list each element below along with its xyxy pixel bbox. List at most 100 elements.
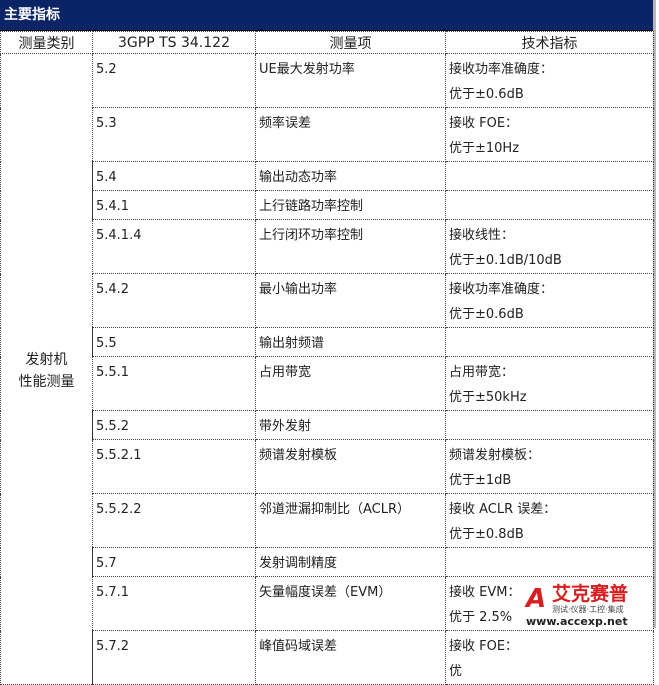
table-row: 5.5.2.2 邻道泄漏抑制比（ACLR） 接收 ACLR 误差： 优于±0.8dB: [1, 493, 654, 548]
clause-text: 5.4.1: [96, 199, 130, 214]
category-cell: 发射机 性能测量: [0, 53, 93, 685]
spec-cell: 接收 FOE： 优: [445, 630, 654, 685]
watermark-logo: A 艾克赛普 测试·仪器·工控·集成 www.accexp.net: [526, 584, 651, 628]
table-row: 5.5.1 占用带宽 占用带宽： 优于±50kHz: [1, 356, 654, 411]
item-text: 频谱发射模板: [259, 448, 338, 463]
spec-line-1: 接收 EVM：: [449, 585, 521, 600]
clause-cell: 5.7: [92, 547, 256, 577]
item-cell: 输出动态功率: [255, 161, 446, 191]
spec-line-2: 优于 2.5%: [449, 610, 513, 625]
clause-text: 5.4: [96, 170, 117, 185]
spec-line-2: 优于±50kHz: [449, 390, 527, 405]
item-cell: 矢量幅度误差（EVM）: [255, 576, 446, 631]
table-row: 5.5.2 带外发射: [1, 410, 654, 440]
logo-text: 艾克赛普: [552, 583, 629, 605]
table-row: 5.3 频率误差 接收 FOE： 优于±10Hz: [1, 107, 654, 162]
logo-url: www.accexp.net: [526, 615, 628, 628]
clause-cell: 5.4: [92, 161, 256, 191]
item-cell: 峰值码域误差: [255, 630, 446, 685]
table-row: 5.7.2 峰值码域误差 接收 FOE： 优: [1, 630, 654, 685]
table-row: 发射机 性能测量 5.2 UE最大发射功率 接收功率准确度： 优于±0.6dB: [0, 53, 654, 685]
item-cell: 带外发射: [255, 410, 446, 440]
spec-cell: 接收 FOE： 优于±10Hz: [445, 107, 654, 162]
clause-text: 5.5.1: [96, 365, 130, 380]
spec-line-2: 优: [449, 664, 463, 679]
item-text: 峰值码域误差: [259, 639, 338, 654]
item-text: 带外发射: [259, 419, 312, 434]
clause-cell: 5.5.2: [92, 410, 256, 440]
header-category: 测量类别: [0, 31, 93, 54]
item-cell: UE最大发射功率: [255, 53, 446, 108]
clause-cell: 5.5.1: [92, 356, 256, 411]
spec-line-2: 优于±10Hz: [449, 141, 520, 156]
clause-text: 5.5.2: [96, 419, 130, 434]
spec-cell: 接收 EVM： 优于 2.5%: [445, 576, 654, 631]
item-text: 频率误差: [259, 116, 312, 131]
header-item: 测量项: [255, 31, 446, 54]
item-cell: 邻道泄漏抑制比（ACLR）: [255, 493, 446, 548]
item-cell: 最小输出功率: [255, 273, 446, 328]
item-text: 矢量幅度误差（EVM）: [259, 585, 392, 600]
table-row: 5.5.2.1 频谱发射模板 频谱发射模板： 优于±1dB: [1, 439, 654, 494]
clause-text: 5.5.2.2: [96, 502, 142, 517]
item-text: 输出射频谱: [259, 336, 325, 351]
item-cell: 频谱发射模板: [255, 439, 446, 494]
spec-cell: 接收功率准确度： 优于±0.6dB: [445, 273, 654, 328]
item-cell: 发射调制精度: [255, 547, 446, 577]
table-row: 5.4 输出动态功率: [1, 161, 654, 191]
clause-cell: 5.7.2: [92, 630, 256, 685]
clause-cell: 5.2: [92, 53, 256, 108]
clause-cell: 5.4.1.4: [92, 219, 256, 274]
clause-text: 5.4.1.4: [96, 228, 142, 243]
item-cell: 频率误差: [255, 107, 446, 162]
clause-cell: 5.4.1: [92, 190, 256, 220]
spec-line-1: 接收 FOE：: [449, 639, 519, 654]
item-text: 上行闭环功率控制: [259, 228, 364, 243]
spec-cell: 接收功率准确度： 优于±0.6dB: [445, 53, 654, 108]
clause-text: 5.7: [96, 556, 117, 571]
spec-line-1: 频谱发射模板：: [449, 448, 541, 463]
spec-line-1: 占用带宽：: [449, 365, 515, 380]
spec-line-1: 接收线性：: [449, 228, 515, 243]
item-cell: 占用带宽: [255, 356, 446, 411]
spec-cell: [445, 547, 654, 577]
item-text: 邻道泄漏抑制比（ACLR）: [259, 502, 411, 517]
table-row: 5.5 输出射频谱: [1, 327, 654, 357]
spec-line-2: 优于±0.1dB/10dB: [449, 253, 562, 268]
clause-text: 5.3: [96, 116, 117, 131]
spec-cell: 接收 ACLR 误差： 优于±0.8dB: [445, 493, 654, 548]
item-text: 占用带宽: [259, 365, 312, 380]
spec-line-2: 优于±1dB: [449, 473, 512, 488]
clause-text: 5.5.2.1: [96, 448, 142, 463]
table-row: 5.4.2 最小输出功率 接收功率准确度： 优于±0.6dB: [1, 273, 654, 328]
spec-line-1: 接收功率准确度：: [449, 282, 554, 297]
item-text: 输出动态功率: [259, 170, 338, 185]
table-row: 5.4.1 上行链路功率控制: [1, 190, 654, 220]
clause-cell: 5.4.2: [92, 273, 256, 328]
spec-cell: [445, 161, 654, 191]
header-row: 测量类别 3GPP TS 34.122 测量项 技术指标: [0, 31, 654, 54]
spec-cell: 频谱发射模板： 优于±1dB: [445, 439, 654, 494]
table-row: 5.7.1 矢量幅度误差（EVM） 接收 EVM： 优于 2.5%: [1, 576, 654, 631]
spec-cell: 接收线性： 优于±0.1dB/10dB: [445, 219, 654, 274]
item-text: 发射调制精度: [259, 556, 338, 571]
clause-cell: 5.7.1: [92, 576, 256, 631]
clause-cell: 5.5.2.1: [92, 439, 256, 494]
item-cell: 输出射频谱: [255, 327, 446, 357]
clause-cell: 5.5: [92, 327, 256, 357]
logo-mark: A: [526, 584, 547, 614]
table-row: 5.7 发射调制精度: [1, 547, 654, 577]
clause-text: 5.7.1: [96, 585, 130, 600]
clause-text: 5.7.2: [96, 639, 130, 654]
spec-cell: [445, 327, 654, 357]
clause-cell: 5.3: [92, 107, 256, 162]
spec-line-1: 接收功率准确度：: [449, 62, 554, 77]
spec-line-2: 优于±0.6dB: [449, 307, 524, 322]
spec-cell: 占用带宽： 优于±50kHz: [445, 356, 654, 411]
spec-line-2: 优于±0.8dB: [449, 527, 524, 542]
spec-cell: [445, 190, 654, 220]
spec-line-1: 接收 ACLR 误差：: [449, 502, 557, 517]
spec-cell: [445, 410, 654, 440]
clause-cell: 5.5.2.2: [92, 493, 256, 548]
